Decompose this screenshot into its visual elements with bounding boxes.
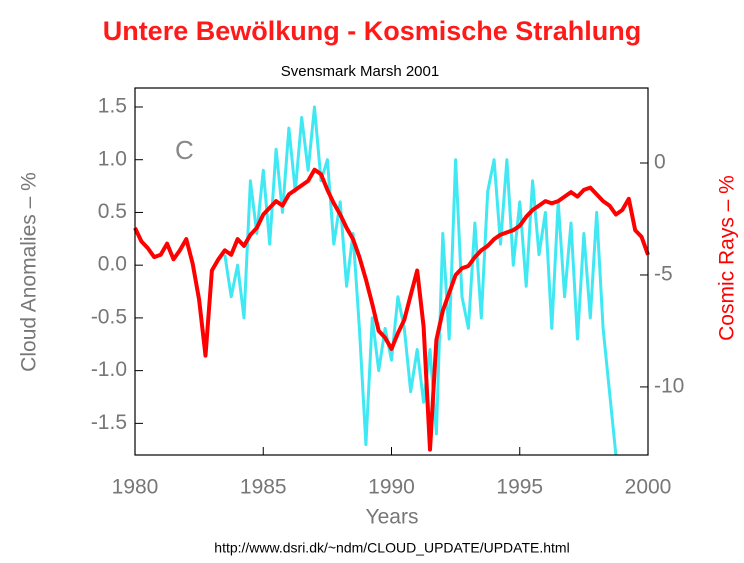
y-tick-label: -0.5 (91, 305, 127, 328)
y-tick-label: -1.0 (91, 358, 127, 381)
data-line (223, 105, 618, 456)
y2-axis-label: Cosmic Rays – % (716, 175, 739, 341)
y-tick-label: 0.0 (98, 253, 127, 276)
data-line (133, 167, 650, 452)
y-tick-label: 0.5 (98, 200, 127, 223)
x-tick-label: 2000 (625, 476, 672, 499)
y2-tick-label: -10 (654, 374, 684, 397)
y-tick-label: 1.5 (98, 95, 127, 118)
chart-subtitle: Svensmark Marsh 2001 (281, 63, 439, 80)
x-tick-label: 1980 (112, 476, 159, 499)
plot-frame (134, 87, 649, 456)
x-tick-label: 1985 (240, 476, 287, 499)
y-tick-label: -1.5 (91, 411, 127, 434)
x-tick-label: 1990 (368, 476, 415, 499)
y-axis-label: Cloud Anomalies – % (18, 172, 41, 372)
panel-label: C (175, 135, 194, 165)
x-tick-label: 1995 (496, 476, 543, 499)
y2-tick-label: 0 (654, 151, 666, 174)
chart-title: Untere Bewölkung - Kosmische Strahlung (103, 16, 642, 46)
y-tick-label: 1.0 (98, 147, 127, 170)
x-axis-label: Years (366, 506, 419, 529)
source-url: http://www.dsri.dk/~ndm/CLOUD_UPDATE/UPD… (214, 540, 569, 556)
y2-tick-label: -5 (654, 263, 673, 286)
